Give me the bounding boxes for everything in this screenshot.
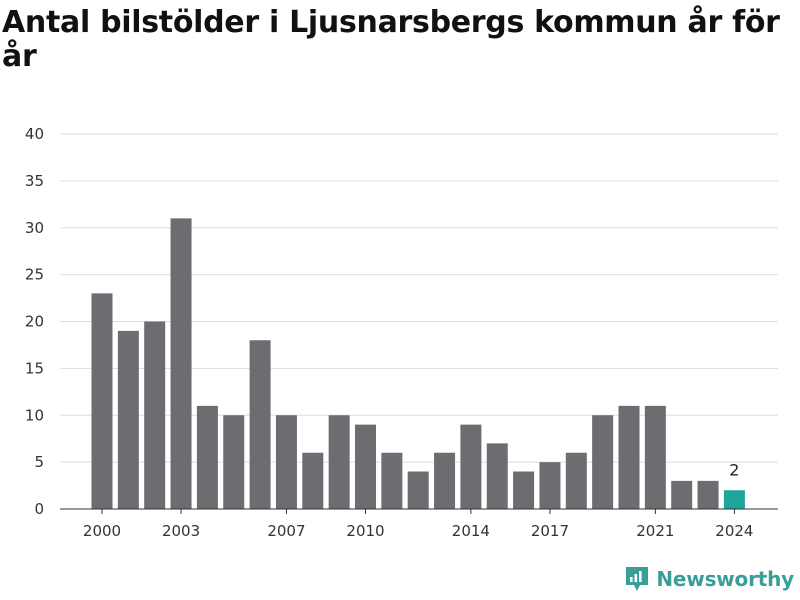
bar xyxy=(486,443,508,509)
bar xyxy=(592,415,614,509)
y-tick-label: 35 xyxy=(25,172,44,190)
x-tick-label: 2010 xyxy=(346,522,384,540)
bar xyxy=(618,405,640,509)
data-label: 2 xyxy=(729,460,739,479)
bar xyxy=(249,340,271,509)
x-tick-label: 2007 xyxy=(267,522,305,540)
bar xyxy=(328,415,350,509)
bar xyxy=(723,490,745,509)
brand: Newsworthy xyxy=(624,564,794,594)
bar xyxy=(513,471,535,509)
y-tick-label: 20 xyxy=(25,313,44,331)
y-tick-label: 15 xyxy=(25,359,44,377)
bar xyxy=(91,293,113,509)
data-labels: 2 xyxy=(729,460,739,479)
y-tick-label: 10 xyxy=(25,406,44,424)
x-tick-label: 2000 xyxy=(83,522,121,540)
brand-name: Newsworthy xyxy=(656,567,794,591)
x-tick-label: 2021 xyxy=(636,522,674,540)
bar xyxy=(223,415,245,509)
bar xyxy=(644,405,666,509)
bar xyxy=(671,480,693,509)
bar xyxy=(460,424,482,509)
y-tick-label: 5 xyxy=(34,453,44,471)
bar xyxy=(355,424,376,509)
bar xyxy=(565,452,587,509)
x-tick-label: 2024 xyxy=(715,522,753,540)
bars xyxy=(91,218,745,509)
bar xyxy=(144,321,166,509)
bar xyxy=(697,480,719,509)
bar xyxy=(302,452,324,509)
x-tick-label: 2003 xyxy=(162,522,200,540)
grid-lines xyxy=(60,133,778,463)
y-tick-label: 25 xyxy=(25,266,44,284)
x-axis-ticks: 2000 2003 2007 2010 2014 2017 2021 2024 xyxy=(83,509,753,540)
x-tick-label: 2014 xyxy=(452,522,490,540)
y-axis-ticks: 0 5 10 15 20 25 30 35 40 xyxy=(25,125,44,518)
y-tick-label: 40 xyxy=(25,125,44,143)
bar xyxy=(275,415,297,509)
bar xyxy=(539,462,561,509)
bar xyxy=(434,452,456,509)
bar xyxy=(381,452,403,509)
y-tick-label: 0 xyxy=(34,500,44,518)
chart-title: Antal bilstölder i Ljusnarsbergs kommun … xyxy=(2,5,780,74)
bar xyxy=(196,405,218,509)
x-tick-label: 2017 xyxy=(531,522,569,540)
y-tick-label: 30 xyxy=(25,219,44,237)
newsworthy-logo-icon xyxy=(626,567,649,591)
bar xyxy=(117,330,139,509)
bar xyxy=(170,218,192,509)
bar xyxy=(407,471,429,509)
